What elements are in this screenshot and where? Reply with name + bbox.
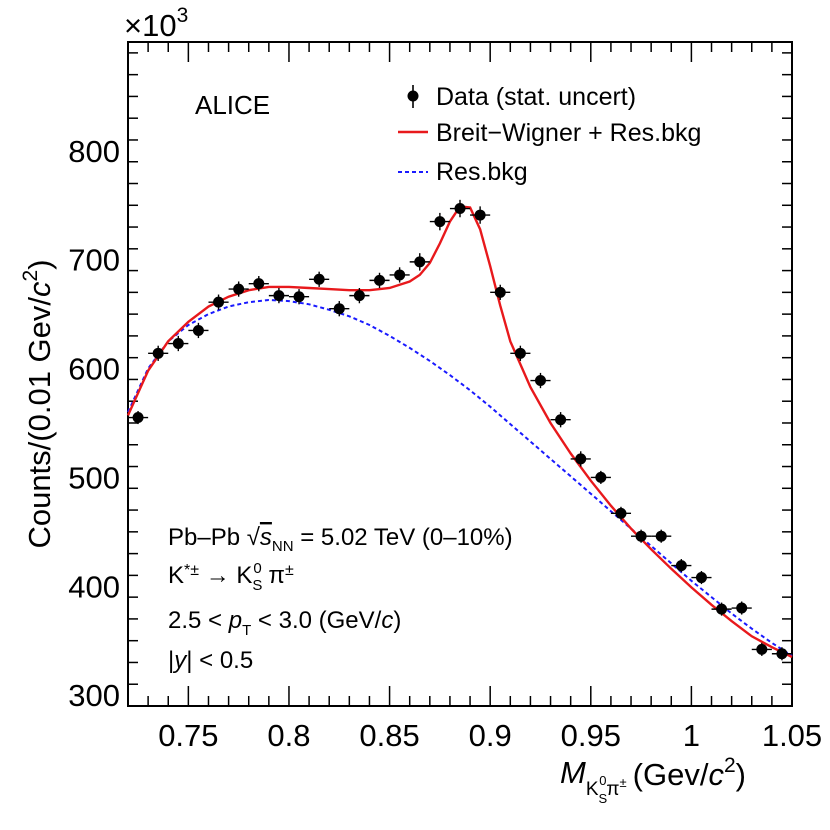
x-tick-label: 1.05 [762,718,822,753]
data-point [293,291,305,303]
annotation-rapidity: |y| < 0.5 [168,647,253,674]
data-point [192,324,204,336]
data-point [172,338,184,350]
legend-label-fit: Breit−Wigner + Res.bkg [436,119,701,147]
axis-tick-labels: 0.75 0.8 0.85 0.9 0.95 1 1.05 300 400 500 600 700 80… [68,134,822,753]
data-point [514,347,526,359]
data-point [474,209,486,221]
y-axis-label: Counts/(0.01 Gev/c2) [19,259,57,548]
legend-marker [407,90,419,102]
x-tick-label: 0.75 [158,718,218,753]
y-tick-label: 800 [68,134,120,169]
legend: Data (stat. uncert) Breit−Wigner + Res.b… [398,83,701,186]
data-point [313,273,325,285]
x-axis-label: MKS0π± (Gev/c2) [560,754,746,806]
x-tick-label: 0.8 [267,718,310,753]
data-point [132,412,144,424]
data-point [253,278,265,290]
data-point [716,603,728,615]
data-points [128,199,792,661]
data-point [595,471,607,483]
data-point [655,530,667,542]
data-point [333,303,345,315]
bkg-curve [127,298,793,657]
data-point [615,507,627,519]
data-point [736,602,748,614]
x-tick-label: 0.95 [561,718,621,753]
data-point [434,216,446,228]
y-tick-label: 300 [68,678,120,713]
data-point [374,274,386,286]
data-point [213,296,225,308]
annotation-pt: 2.5 < pT < 3.0 (GeV/c) [168,607,401,639]
data-point [695,572,707,584]
annotation-system: Pb–Pb √sNN = 5.02 TeV (0–10%) [168,524,513,555]
legend-label-data: Data (stat. uncert) [436,83,636,111]
data-point [575,453,587,465]
data-point [675,560,687,572]
y-tick-label: 600 [68,352,120,387]
data-point [756,643,768,655]
data-point [394,269,406,281]
data-point [635,530,647,542]
data-point [414,256,426,268]
y-tick-label: 500 [68,460,120,495]
annotation-decay: K*± → KS0 π± [168,560,294,594]
x-tick-label: 0.9 [469,718,512,753]
x-tick-label: 0.85 [359,718,419,753]
data-point [353,290,365,302]
legend-label-bkg: Res.bkg [436,158,528,186]
series-lines [126,205,793,659]
data-point [776,648,788,660]
plot-frame [127,41,793,707]
axis-ticks [127,42,793,707]
data-point [494,286,506,298]
data-point [555,414,567,426]
y-tick-label: 400 [68,569,120,604]
y-tick-label: 700 [68,243,120,278]
experiment-label: ALICE [195,90,270,120]
data-point [534,375,546,387]
data-point [152,347,164,359]
data-point [273,290,285,302]
fit-curve [126,205,793,659]
data-point [233,283,245,295]
data-point [454,203,466,215]
x-tick-label: 1 [683,718,700,753]
annotations: Pb–Pb √sNN = 5.02 TeV (0–10%) K*± → KS0 … [168,524,513,674]
y-multiplier: ×103 [124,4,188,43]
